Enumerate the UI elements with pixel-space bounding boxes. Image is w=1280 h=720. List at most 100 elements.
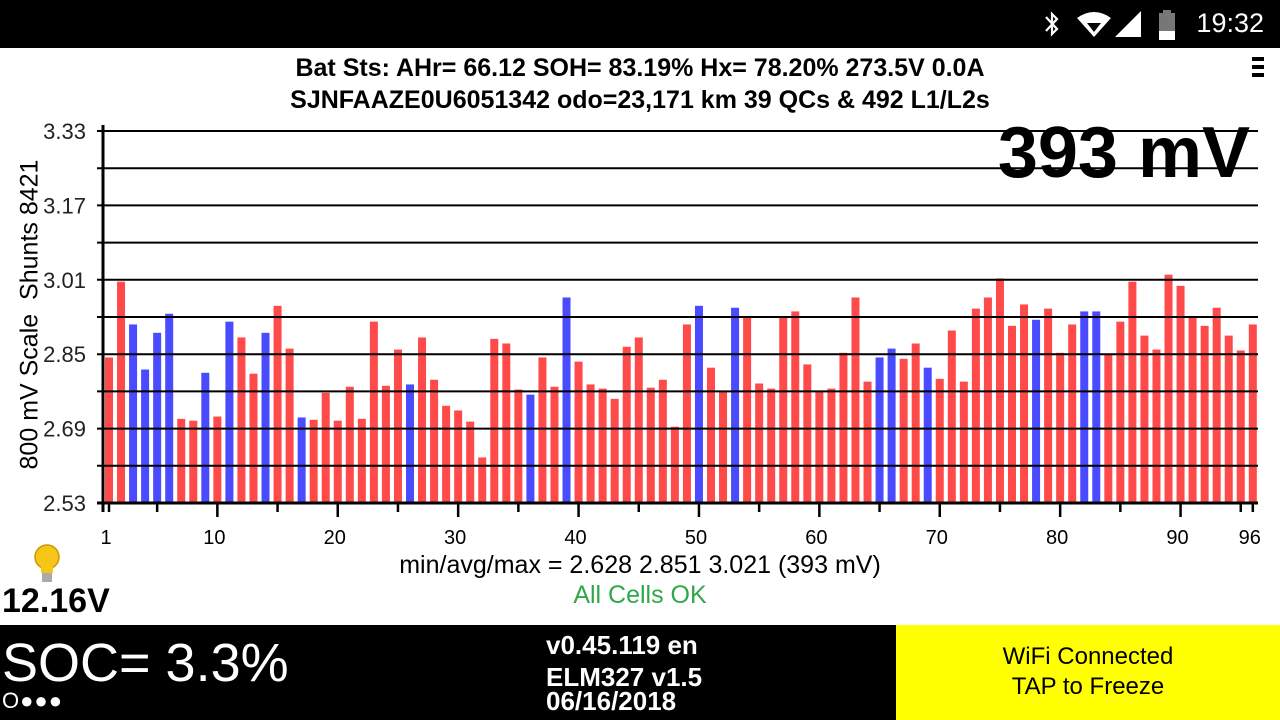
cell-bar-82 <box>1080 311 1089 503</box>
cell-bar-71 <box>947 330 956 503</box>
cell-bar-96 <box>1248 324 1257 503</box>
cell-bar-49 <box>682 324 691 503</box>
cell-bar-89 <box>1164 274 1173 503</box>
cell-bar-51 <box>707 367 715 503</box>
cell-bar-35 <box>514 389 523 503</box>
cell-bar-83 <box>1092 311 1101 503</box>
wifi-freeze-button[interactable]: WiFi Connected TAP to Freeze <box>896 625 1280 720</box>
signal-icon <box>1115 11 1141 37</box>
cell-bar-5 <box>153 332 162 503</box>
cell-bar-36 <box>526 394 535 503</box>
cell-bar-58 <box>791 311 800 503</box>
cell-bar-39 <box>562 297 571 503</box>
cell-stats-summary: min/avg/max = 2.628 2.851 3.021 (393 mV) <box>399 551 881 579</box>
cell-bar-20 <box>333 420 342 503</box>
x-tick-label: 40 <box>564 527 586 549</box>
app-version: v0.45.119 en <box>546 630 698 660</box>
cell-bar-53 <box>731 307 740 503</box>
lightbulb-icon <box>34 544 60 582</box>
cell-bar-18 <box>309 419 318 503</box>
cell-bar-72 <box>959 381 968 503</box>
cell-bar-15 <box>273 305 282 503</box>
aux-battery-voltage: 12.16V <box>2 582 110 620</box>
y-tick-label: 2.53 <box>43 491 86 516</box>
cell-bar-9 <box>201 372 210 503</box>
cell-bar-14 <box>261 332 270 503</box>
cell-bar-45 <box>634 337 643 503</box>
x-tick-label: 90 <box>1166 527 1188 549</box>
build-date: 06/16/2018 <box>546 686 677 716</box>
cell-bar-56 <box>767 388 776 503</box>
cell-bar-1 <box>105 357 113 503</box>
cell-bar-79 <box>1044 308 1053 503</box>
cell-bar-19 <box>321 392 330 503</box>
cell-bar-60 <box>815 390 824 503</box>
cell-bar-67 <box>899 358 908 503</box>
cell-bar-33 <box>490 338 499 503</box>
x-tick-label: 70 <box>926 527 948 549</box>
voltage-delta-display: 393 mV <box>997 113 1250 193</box>
overflow-menu-button[interactable] <box>1252 57 1264 83</box>
cell-bar-4 <box>141 369 150 503</box>
cell-bar-74 <box>983 297 992 503</box>
cell-bar-81 <box>1068 324 1077 503</box>
cell-bar-24 <box>381 385 390 503</box>
cell-status: All Cells OK <box>573 581 707 609</box>
y-tick-label: 3.33 <box>43 119 86 144</box>
cell-bar-10 <box>213 416 222 503</box>
cell-bar-47 <box>658 379 667 503</box>
cell-bar-12 <box>237 337 246 503</box>
cell-bar-54 <box>743 316 752 503</box>
x-tick-label: 20 <box>324 527 346 549</box>
cell-bar-78 <box>1032 319 1041 503</box>
cell-bar-65 <box>875 357 884 503</box>
cell-bar-55 <box>755 383 764 503</box>
x-tick-label: 50 <box>685 527 707 549</box>
y-tick-label: 3.01 <box>43 268 86 293</box>
soc-readout: SOC= 3.3% <box>2 633 289 693</box>
wifi-icon <box>1077 12 1111 37</box>
tap-to-freeze-label: TAP to Freeze <box>1011 673 1165 700</box>
battery-status-line: Bat Sts: AHr= 66.12 SOH= 83.19% Hx= 78.2… <box>295 54 985 82</box>
cell-bar-85 <box>1116 321 1125 503</box>
y-tick-label: 2.85 <box>43 342 86 367</box>
cell-bar-25 <box>393 349 402 503</box>
cell-bar-63 <box>851 297 860 503</box>
cell-bar-64 <box>863 381 872 503</box>
cell-bar-76 <box>1008 325 1016 503</box>
cell-bar-11 <box>225 321 234 503</box>
cell-bar-17 <box>297 417 306 503</box>
x-tick-label: 30 <box>444 527 466 549</box>
cell-bar-93 <box>1212 307 1221 503</box>
cell-bar-38 <box>550 386 559 503</box>
y-tick-label: 2.69 <box>43 417 86 442</box>
cell-bar-27 <box>418 337 427 503</box>
cell-bar-34 <box>502 343 511 503</box>
cell-bar-26 <box>406 384 414 503</box>
cell-voltage-chart[interactable]: 3.33 3.17 3.01 2.85 2.69 2.53 1 10 20 30 40 50 60 70 8… <box>0 0 1280 560</box>
cell-bar-3 <box>129 324 138 503</box>
x-tick-label: 80 <box>1046 527 1068 549</box>
cell-bar-88 <box>1152 349 1161 503</box>
cell-bar-8 <box>189 420 198 503</box>
cell-bar-95 <box>1236 350 1245 503</box>
activity-dots: O●●● <box>2 688 63 713</box>
cell-bar-50 <box>694 305 703 503</box>
cell-bar-59 <box>803 364 812 503</box>
bluetooth-icon <box>1045 11 1059 37</box>
cell-bar-57 <box>779 316 788 503</box>
x-tick-label: 96 <box>1239 527 1261 549</box>
cell-bar-91 <box>1188 317 1197 503</box>
cell-bar-29 <box>442 405 451 503</box>
battery-icon <box>1159 10 1175 40</box>
cell-bar-21 <box>345 386 354 503</box>
x-tick-label: 10 <box>203 527 225 549</box>
wifi-status: WiFi Connected <box>1002 643 1174 670</box>
x-tick-label: 1 <box>100 527 111 549</box>
clock: 19:32 <box>1196 8 1264 38</box>
cell-bar-44 <box>622 346 631 503</box>
vehicle-info-line: SJNFAAZE0U6051342 odo=23,171 km 39 QCs &… <box>290 86 990 114</box>
cell-bar-41 <box>586 384 595 503</box>
cell-bar-61 <box>827 388 836 503</box>
cell-bar-37 <box>538 357 547 503</box>
